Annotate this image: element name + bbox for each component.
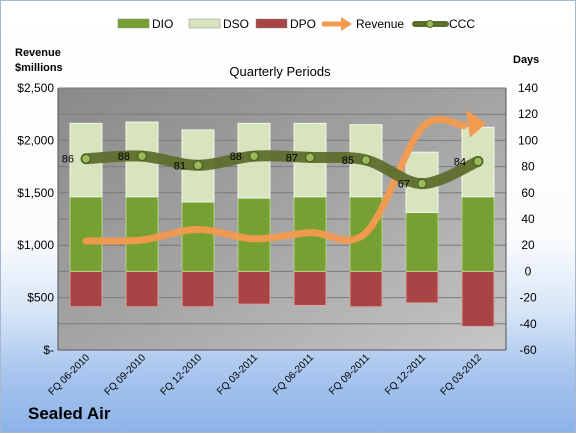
legend-label-revenue: Revenue: [356, 17, 404, 31]
right-tick-label: 100: [518, 133, 538, 147]
category-tick-label: FQ 03-2011: [215, 352, 260, 397]
legend-swatch-dio: [117, 18, 150, 29]
category-tick-label: FQ 06-2010: [47, 352, 93, 398]
right-tick-label: -40: [519, 317, 537, 331]
ccc-data-label: 84: [454, 156, 466, 168]
ccc-data-label: 86: [62, 154, 74, 166]
dio-bar: [181, 201, 215, 272]
dio-bar: [405, 211, 439, 272]
ccc-data-label: 81: [174, 160, 186, 172]
right-tick-label: 120: [518, 107, 538, 121]
revenue-line: [82, 115, 468, 245]
dio-bar: [69, 196, 103, 272]
ccc-point: [136, 150, 148, 162]
ccc-data-label: 67: [398, 179, 410, 191]
category-tick-label: FQ 09-2010: [103, 352, 149, 398]
ccc-point: [192, 160, 204, 171]
right-axis-label: Days: [513, 54, 539, 66]
ccc-point: [360, 154, 372, 166]
chart-title: Quarterly Periods: [229, 64, 331, 79]
legend-label-dso: DSO: [223, 17, 249, 31]
category-tick-label: FQ 06-2011: [271, 352, 316, 397]
revenue-series: [82, 109, 486, 245]
dpo-bar: [405, 270, 439, 304]
category-tick-label: FQ 03-2012: [439, 352, 485, 398]
right-tick-label: -60: [519, 343, 537, 357]
legend-arrowhead-revenue: [341, 17, 352, 31]
ccc-point: [416, 178, 428, 189]
legend-swatch-dso: [188, 18, 221, 29]
right-tick-label: 60: [521, 186, 535, 200]
left-tick-label: $2,000: [17, 133, 54, 147]
dpo-bar: [293, 270, 327, 306]
left-tick-label: $500: [27, 291, 54, 305]
ccc-data-label: 87: [286, 152, 298, 164]
dpo-bar: [181, 270, 215, 308]
right-tick-label: 140: [518, 81, 538, 95]
ccc-data-label: 88: [118, 151, 130, 163]
ccc-point: [472, 156, 484, 167]
left-tick-label: $1,500: [17, 186, 54, 200]
ccc-point: [80, 153, 92, 164]
category-tick-label: FQ 09-2011: [327, 352, 372, 397]
revenue-arrowhead: [466, 109, 486, 138]
left-axis-label-line-2: $millions: [15, 62, 63, 74]
legend-label-dio: DIO: [152, 17, 173, 31]
ccc-point: [248, 150, 260, 162]
right-tick-label: 80: [521, 160, 535, 174]
legend-label-dpo: DPO: [290, 17, 316, 31]
ccc-series: 86 88 81 88 87 85 67 84: [62, 150, 484, 191]
right-tick-label: 40: [521, 212, 535, 226]
right-tick-label: -20: [519, 291, 537, 305]
left-axis-label-line-1: Revenue: [15, 47, 61, 59]
legend: DIO DSO DPO Revenue CCC: [117, 17, 475, 31]
ccc-data-label: 85: [342, 155, 354, 167]
dpo-bar: [461, 270, 495, 327]
dpo-bar: [125, 270, 159, 308]
ccc-data-label: 88: [230, 151, 242, 163]
legend-marker-ccc: [426, 20, 434, 28]
right-tick-label: 20: [521, 238, 535, 252]
legend-label-ccc: CCC: [449, 17, 475, 31]
right-tick-label: 0: [525, 264, 532, 278]
left-tick-label: $-: [43, 343, 54, 357]
dpo-bar: [237, 270, 271, 305]
company-name: Sealed Air: [28, 404, 111, 423]
legend-swatch-dpo: [255, 18, 288, 29]
category-tick-label: FQ 12-2010: [159, 352, 205, 398]
dio-bar: [461, 196, 495, 272]
ccc-point: [304, 152, 316, 163]
dpo-bar: [349, 270, 383, 308]
dpo-bar: [69, 270, 103, 308]
left-tick-label: $1,000: [17, 238, 54, 252]
dio-bar: [125, 196, 159, 272]
category-tick-label: FQ 12-2011: [383, 352, 428, 397]
left-tick-label: $2,500: [17, 81, 54, 95]
